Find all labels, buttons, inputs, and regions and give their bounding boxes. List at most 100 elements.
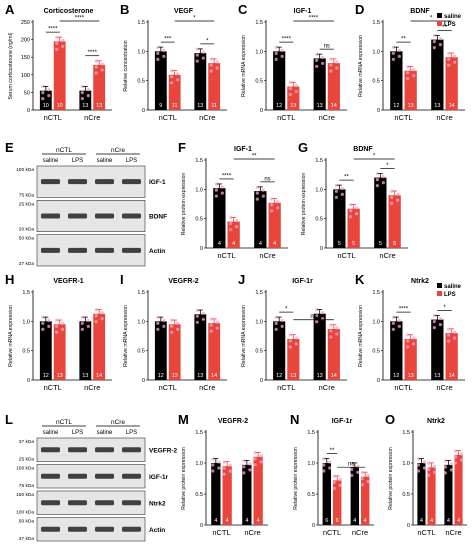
data-dot [329,57,333,61]
data-dot [195,320,199,324]
significance-bracket: **** [396,307,411,313]
band-label: IGF-1 [149,179,166,186]
data-dot [432,464,437,468]
lane-label: saline [43,158,59,164]
data-dot [222,472,226,476]
data-dot [443,471,448,475]
data-dot [453,60,457,64]
y-tick-label: 1.5 [137,20,145,26]
data-dot [338,483,342,487]
blot-band [122,500,141,506]
data-dot [335,60,339,64]
y-tick-label: 0 [260,108,263,114]
data-dot [215,326,219,330]
panel-letter: I [120,272,124,287]
marker-label: 37 kDa [19,261,35,267]
marker-label: 37 kDa [19,536,35,542]
data-dot [255,185,259,189]
data-dots [156,315,166,331]
significance-label: **** [222,173,232,179]
n-label: 12 [393,373,399,379]
data-dot [61,38,65,42]
panel-letter: N [290,412,299,427]
blot-band [68,500,87,506]
data-dot [288,80,292,85]
data-dot [162,324,166,328]
y-axis-label: Relative protein expression [181,447,187,510]
data-dot [280,54,284,58]
y-tick-label: 1.0 [315,187,323,193]
blot-band [95,526,114,532]
data-dot [94,320,98,324]
data-dot [201,50,205,54]
group-label: nCTL [56,147,72,154]
blot-band [122,213,141,219]
n-label: 5 [393,241,396,247]
n-label: 13 [434,103,440,109]
data-dot [349,209,353,213]
significance-label: **** [309,16,319,22]
data-dot [329,69,333,73]
data-dot [259,454,263,458]
data-dot [416,457,421,461]
data-dot [438,43,442,47]
data-dot [350,473,354,477]
data-dot [242,471,246,475]
data-dot [195,59,199,63]
chart-title: IGF-1 [234,146,252,153]
data-dot [288,92,292,97]
x-category-label: nCTL [217,251,235,260]
bar-saline [213,188,226,248]
data-dot [220,191,224,195]
y-axis-label: Relative mRNA expression [358,35,364,97]
panel-letter: H [5,272,14,287]
data-dot [170,324,174,328]
data-dot [195,314,199,318]
bar-lps [168,74,181,110]
significance-label: ns [264,176,270,182]
data-dot [322,463,326,467]
marker-label: 100 kDa [16,466,34,472]
n-label: 9 [159,103,162,109]
x-category-label: nCre [379,251,395,260]
significance-label: ** [442,25,447,31]
data-dot [215,320,219,324]
bar-lps [388,195,401,248]
panel-letter: C [238,2,248,17]
n-label: 4 [364,518,367,524]
data-dot [214,188,218,192]
data-dot [412,68,416,72]
y-tick-label: 0.5 [22,349,30,355]
n-label: 4 [457,518,460,524]
data-dot [280,48,284,52]
marker-label: 25 kDa [19,457,35,463]
y-tick-label: 1.0 [255,319,263,325]
data-dot [315,64,319,68]
significance-bracket: **** [59,16,100,22]
data-dot [412,342,416,346]
data-dot [215,66,219,70]
data-dot [329,335,333,339]
data-dot [94,59,98,63]
data-dot [334,189,338,193]
data-dot [447,63,451,67]
blot-band [95,447,114,453]
data-dot [355,206,359,210]
data-dot [201,317,205,321]
bar-saline [79,90,92,110]
n-label: 13 [290,103,296,109]
data-dots [334,183,344,199]
significance-bracket: ** [233,154,275,160]
data-dot [253,451,257,455]
data-dots [214,182,224,198]
data-dot [390,195,394,199]
data-dot [438,322,442,327]
bar-lps [222,466,232,525]
significance-bracket: * [380,163,395,169]
x-category-label: nCre [199,383,215,392]
data-dot [214,182,218,186]
data-dots [360,471,370,487]
n-label: 12 [43,373,49,379]
data-dots [209,57,219,73]
data-dot [170,75,174,79]
